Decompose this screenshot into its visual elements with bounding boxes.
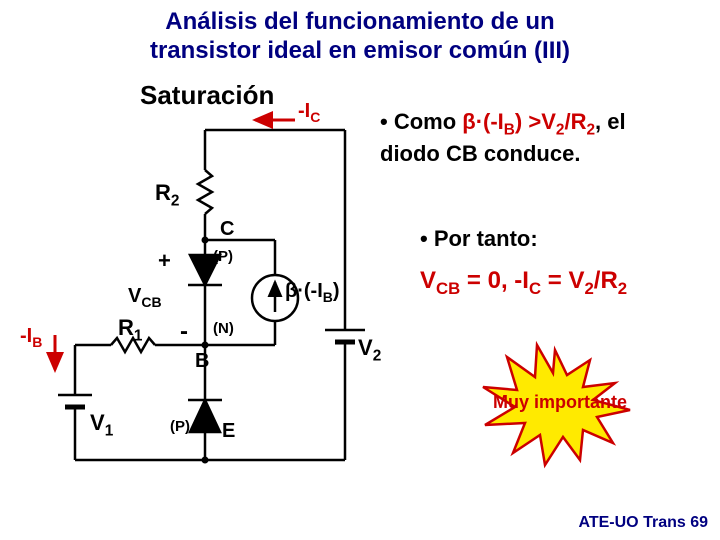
label-vcb: VCB	[128, 285, 162, 310]
label-minus-ic: -IC	[298, 100, 320, 125]
label-v2: V2	[358, 335, 381, 365]
footer-slide-id: ATE-UO Trans 69	[578, 514, 708, 532]
label-n: (N)	[213, 320, 234, 337]
label-beta-ib: β·(-IB)	[285, 280, 340, 305]
label-plus: +	[158, 248, 171, 274]
starburst-text: Muy importante	[490, 392, 630, 413]
label-p2: (P)	[170, 418, 190, 435]
label-minus: -	[180, 318, 188, 346]
label-v1: V1	[90, 410, 113, 440]
label-minus-ib: -IB	[20, 325, 42, 350]
label-r2: R2	[155, 180, 179, 210]
label-r1: R1	[118, 315, 142, 345]
label-b-terminal: B	[195, 350, 209, 373]
label-p1: (P)	[213, 248, 233, 265]
circuit-diagram	[0, 0, 720, 540]
label-c-terminal: C	[220, 218, 234, 241]
label-e-terminal: E	[222, 420, 235, 443]
